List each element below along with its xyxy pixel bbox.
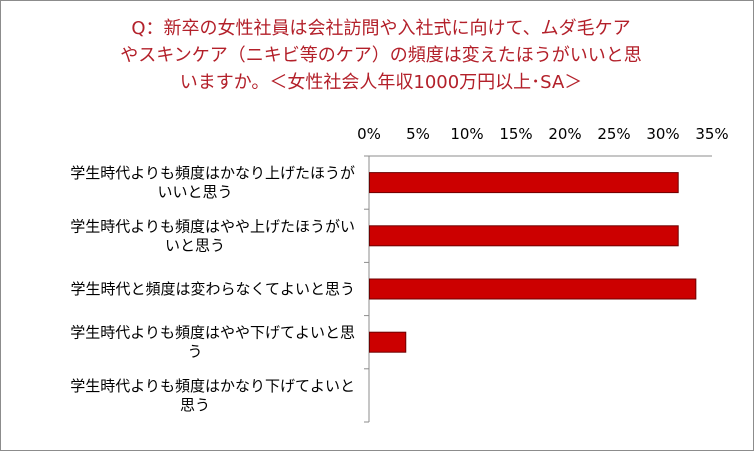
x-tick-label: 30% (646, 125, 679, 143)
x-tick-label: 25% (597, 125, 630, 143)
category-label: いと思う (165, 236, 225, 254)
category-label: 学生時代と頻度は変わらなくてよいと思う (70, 280, 355, 298)
category-label: う (187, 343, 202, 361)
category-label: 思う (180, 396, 210, 414)
bar (369, 172, 679, 194)
x-tick-label: 35% (695, 125, 728, 143)
chart-title-line-3: いますか。＜女性社会人年収1000万円以上･SA＞ (179, 72, 583, 93)
x-tick-label: 0% (357, 125, 381, 143)
category-label: 学生時代よりも頻度はやや上げたほうがい (70, 217, 355, 235)
x-tick-label: 20% (548, 125, 581, 143)
category-label: いいと思う (157, 183, 232, 201)
x-tick-label: 5% (406, 125, 430, 143)
category-label: 学生時代よりも頻度はかなり上げたほうが (70, 164, 355, 182)
chart-title-line-1: Q：新卒の女性社員は会社訪問や入社式に向けて、ムダ毛ケア (131, 18, 631, 39)
bar (369, 331, 407, 353)
x-tick-label: 15% (499, 125, 532, 143)
bar (369, 225, 679, 247)
chart-title: Q：新卒の女性社員は会社訪問や入社式に向けて、ムダ毛ケア やスキンケア（ニキビ等… (61, 15, 701, 96)
x-tick-label: 10% (450, 125, 483, 143)
chart-title-line-2: やスキンケア（ニキビ等のケア）の頻度は変えたほうがいいと思 (120, 45, 642, 66)
category-label: 学生時代よりも頻度はやや下げてよいと思 (70, 324, 355, 342)
bar (369, 278, 697, 300)
category-label: 学生時代よりも頻度はかなり下げてよいと (70, 377, 355, 395)
